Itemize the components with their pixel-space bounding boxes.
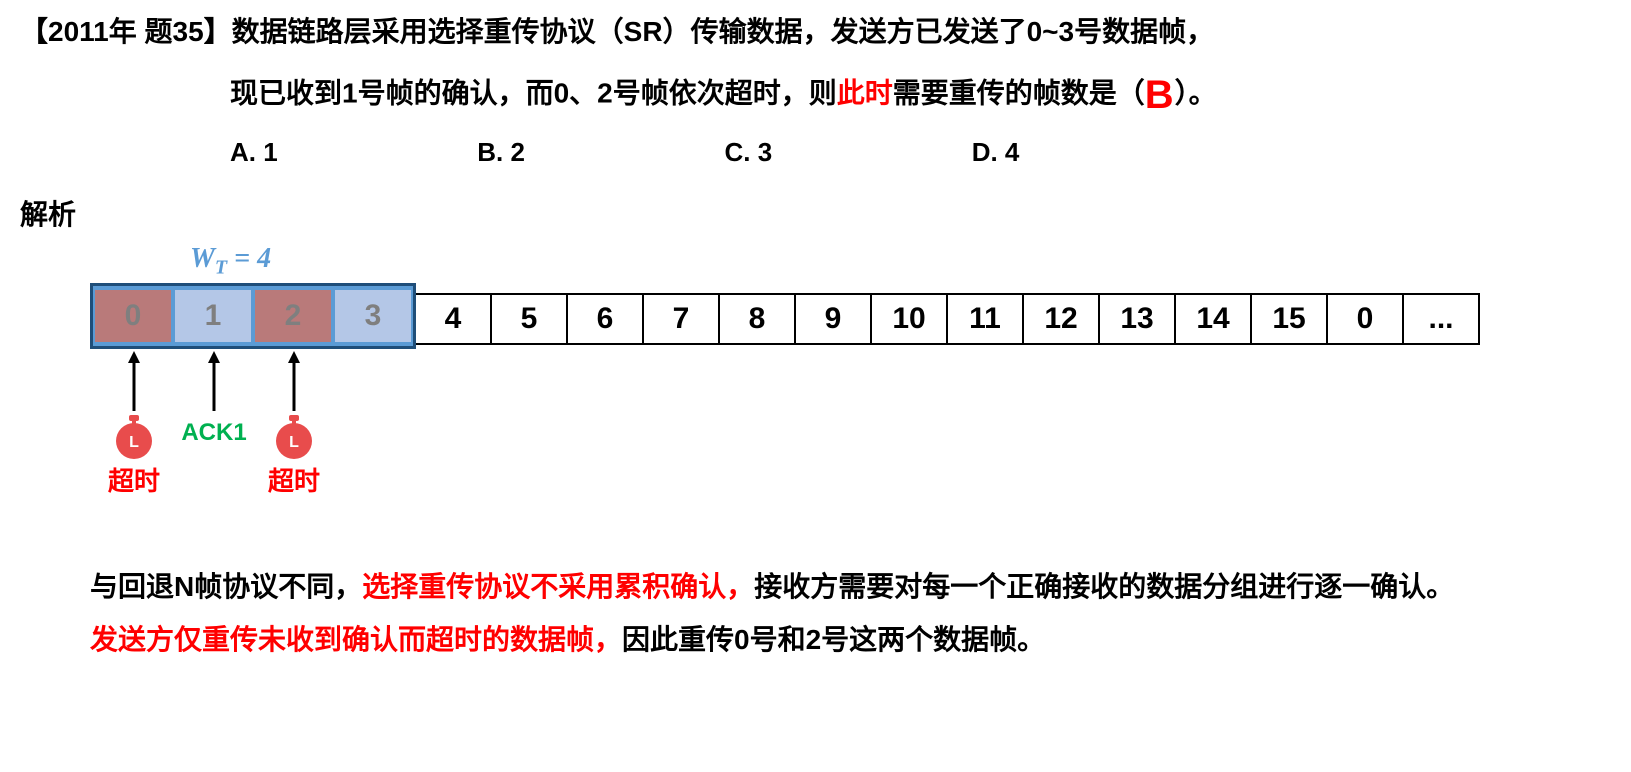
timer-icon: L xyxy=(272,415,316,459)
frame-cell: 5 xyxy=(492,293,568,345)
ack-label: ACK1 xyxy=(176,419,252,447)
analysis-label: 解析 xyxy=(20,193,1611,233)
frame-2: 2 xyxy=(255,290,331,342)
frame-cell: 6 xyxy=(568,293,644,345)
frame-cell: 4 xyxy=(416,293,492,345)
frame-cell: 0 xyxy=(1328,293,1404,345)
frame-strip: 0 1 2 3 4 5 6 7 8 9 10 11 12 13 14 15 0 … xyxy=(90,283,1480,349)
options-row: A. 1 B. 2 C. 3 D. 4 xyxy=(230,137,1611,168)
question-header: 【2011年 题35】数据链路层采用选择重传协议（SR）传输数据，发送方已发送了… xyxy=(20,10,1611,55)
send-window: 0 1 2 3 xyxy=(90,283,416,349)
frame-cell: 14 xyxy=(1176,293,1252,345)
frame-1: 1 xyxy=(175,290,251,342)
annotation-frame-1: ACK1 xyxy=(176,351,252,447)
question-prefix: 【2011年 题35】 xyxy=(20,16,232,47)
frame-cell: 7 xyxy=(644,293,720,345)
frame-cell: 15 xyxy=(1252,293,1328,345)
frame-3: 3 xyxy=(335,290,411,342)
explain-p2: 发送方仅重传未收到确认而超时的数据帧，因此重传0号和2号这两个数据帧。 xyxy=(90,616,1551,664)
highlight-now: 此时 xyxy=(837,77,893,108)
option-b: B. 2 xyxy=(477,137,717,168)
answer-letter: B xyxy=(1145,73,1175,117)
arrow-up-icon xyxy=(124,351,144,411)
explain-p2-red: 发送方仅重传未收到确认而超时的数据帧， xyxy=(90,624,622,655)
frame-cell: 10 xyxy=(872,293,948,345)
frame-cell: 8 xyxy=(720,293,796,345)
timer-icon: L xyxy=(112,415,156,459)
svg-text:L: L xyxy=(289,434,299,451)
explain-p1-red: 选择重传协议不采用累积确认， xyxy=(362,571,754,602)
annotation-frame-2: L 超时 xyxy=(256,351,332,498)
question-line2: 现已收到1号帧的确认，而0、2号帧依次超时，则此时需要重传的帧数是（B）。 xyxy=(230,63,1611,127)
arrow-up-icon xyxy=(284,351,304,411)
arrow-up-icon xyxy=(204,351,224,411)
option-c: C. 3 xyxy=(724,137,964,168)
frame-cell: 11 xyxy=(948,293,1024,345)
svg-text:L: L xyxy=(129,434,139,451)
frame-cell: 12 xyxy=(1024,293,1100,345)
frame-cell: ... xyxy=(1404,293,1480,345)
explanation: 与回退N帧协议不同，选择重传协议不采用累积确认，接收方需要对每一个正确接收的数据… xyxy=(90,563,1551,664)
remaining-frames: 4 5 6 7 8 9 10 11 12 13 14 15 0 ... xyxy=(416,290,1480,349)
frame-0: 0 xyxy=(95,290,171,342)
frame-cell: 13 xyxy=(1100,293,1176,345)
timeout-label-2: 超时 xyxy=(256,461,332,498)
window-size-label: WT = 4 xyxy=(190,243,271,280)
explain-p1: 与回退N帧协议不同，选择重传协议不采用累积确认，接收方需要对每一个正确接收的数据… xyxy=(90,563,1551,611)
option-d: D. 4 xyxy=(972,137,1122,168)
annotation-frame-0: L 超时 xyxy=(96,351,172,498)
timeout-label-0: 超时 xyxy=(96,461,172,498)
frame-cell: 9 xyxy=(796,293,872,345)
option-a: A. 1 xyxy=(230,137,470,168)
sr-diagram: WT = 4 0 1 2 3 4 5 6 7 8 9 10 11 12 13 1… xyxy=(90,243,1611,543)
question-line1: 数据链路层采用选择重传协议（SR）传输数据，发送方已发送了0~3号数据帧， xyxy=(232,16,1214,47)
